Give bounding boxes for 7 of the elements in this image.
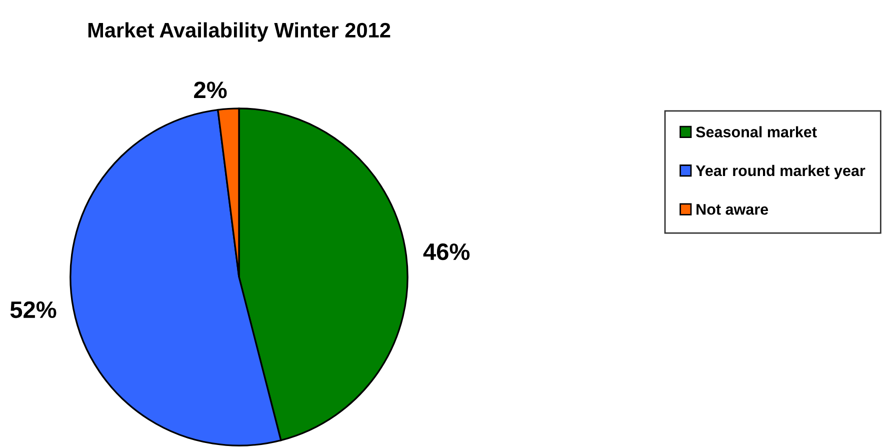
legend-label: Seasonal market	[696, 126, 817, 138]
data-label: 46%	[423, 243, 470, 260]
chart-title: Market Availability Winter 2012	[88, 22, 390, 42]
legend-label: Year round market year	[696, 164, 866, 180]
legend-label: Not aware	[696, 204, 768, 215]
data-label: 52%	[10, 301, 56, 318]
data-label: 2%	[194, 82, 227, 98]
